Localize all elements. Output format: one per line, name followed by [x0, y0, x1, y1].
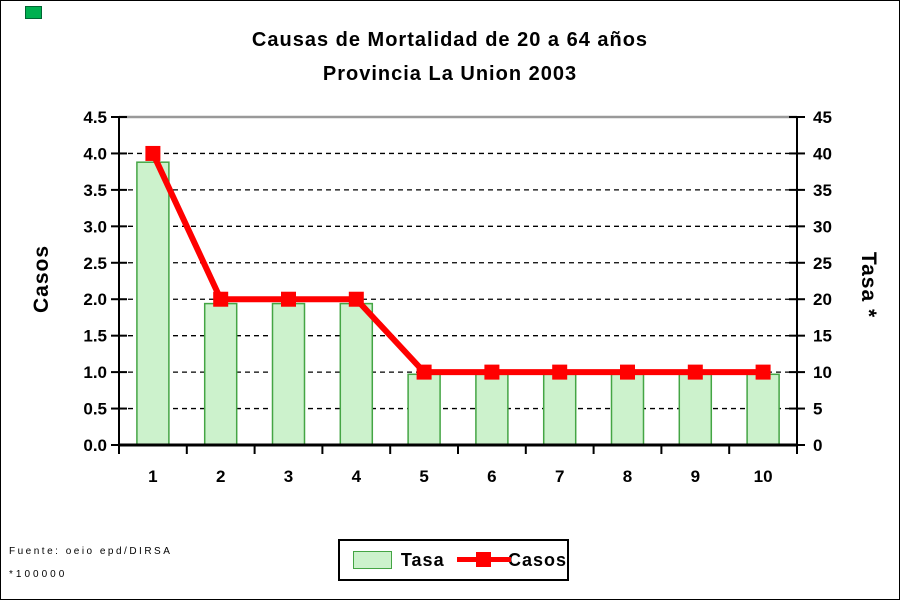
chart-title: Causas de Mortalidad de 20 a 64 años Pro…	[1, 23, 899, 91]
marker-casos	[620, 364, 635, 380]
left-axis-label: 1.0	[83, 363, 107, 382]
marker-casos	[416, 364, 432, 380]
legend-tasa-swatch	[353, 551, 392, 569]
bar-tasa	[475, 373, 509, 446]
left-axis-label: 2.5	[83, 254, 107, 273]
x-axis-label: 1	[148, 467, 157, 486]
right-axis-label: 45	[813, 108, 832, 127]
right-axis-label: 15	[813, 327, 832, 346]
x-axis-label: 2	[216, 467, 225, 486]
chart-legend: Tasa Casos	[338, 539, 569, 581]
x-axis-label: 7	[555, 467, 564, 486]
chart-title-line1: Causas de Mortalidad de 20 a 64 años	[251, 29, 649, 51]
x-axis-label: 8	[623, 467, 632, 486]
chart-title-line2: Provincia La Union 2003	[322, 63, 578, 85]
left-axis-label: 4.5	[83, 108, 107, 127]
bar-tasa	[542, 373, 577, 446]
right-axis-label: 20	[813, 290, 832, 309]
x-axis-label: 9	[691, 467, 700, 486]
left-axis-label: 3.0	[83, 217, 107, 236]
left-axis-label: 1.5	[83, 327, 107, 346]
corner-marker	[25, 6, 42, 19]
bar-tasa	[271, 302, 306, 446]
marker-casos	[755, 364, 771, 380]
left-axis-label: 2.0	[83, 290, 107, 309]
legend-casos-sample	[456, 552, 511, 568]
left-axis-label: 0.0	[83, 436, 107, 455]
marker-casos	[687, 364, 703, 380]
bar-tasa	[136, 161, 170, 446]
right-axis-label: 25	[813, 254, 832, 273]
right-axis-label: 30	[813, 217, 832, 236]
bar-tasa	[407, 373, 441, 446]
right-axis-label: 0	[813, 436, 822, 455]
legend-tasa-label: Tasa	[400, 549, 445, 570]
right-axis-label: 40	[813, 144, 832, 163]
legend-casos-marker-icon	[475, 552, 491, 567]
bar-tasa	[678, 373, 713, 446]
legend-casos-label: Casos	[507, 549, 567, 570]
left-axis-label: 3.5	[83, 181, 107, 200]
right-axis-label: 5	[813, 400, 822, 419]
x-axis-label: 10	[754, 467, 773, 486]
bar-tasa	[610, 373, 645, 446]
x-axis-label: 3	[284, 467, 293, 486]
line-casos	[150, 152, 764, 376]
marker-casos	[552, 364, 568, 380]
marker-casos	[484, 364, 500, 380]
bar-tasa	[746, 373, 780, 446]
marker-casos	[145, 145, 161, 161]
bar-tasa	[339, 302, 374, 446]
x-axis-label: 4	[352, 467, 362, 486]
marker-casos	[281, 291, 296, 307]
right-axis-title: Tasa *	[857, 252, 880, 318]
marker-casos	[348, 291, 364, 307]
right-axis-label: 35	[813, 181, 832, 200]
left-axis-label: 0.5	[83, 400, 107, 419]
footer-rate-note: *100000	[9, 569, 68, 580]
footer-source-text: Fuente: oeio epd/DIRSA	[9, 546, 173, 557]
left-axis-label: 4.0	[83, 144, 107, 163]
left-axis-title: Casos	[30, 245, 53, 313]
marker-casos	[213, 291, 229, 307]
right-axis-label: 10	[813, 363, 832, 382]
bar-tasa	[203, 302, 238, 446]
x-axis-label: 6	[487, 467, 496, 486]
x-axis-label: 5	[419, 467, 428, 486]
